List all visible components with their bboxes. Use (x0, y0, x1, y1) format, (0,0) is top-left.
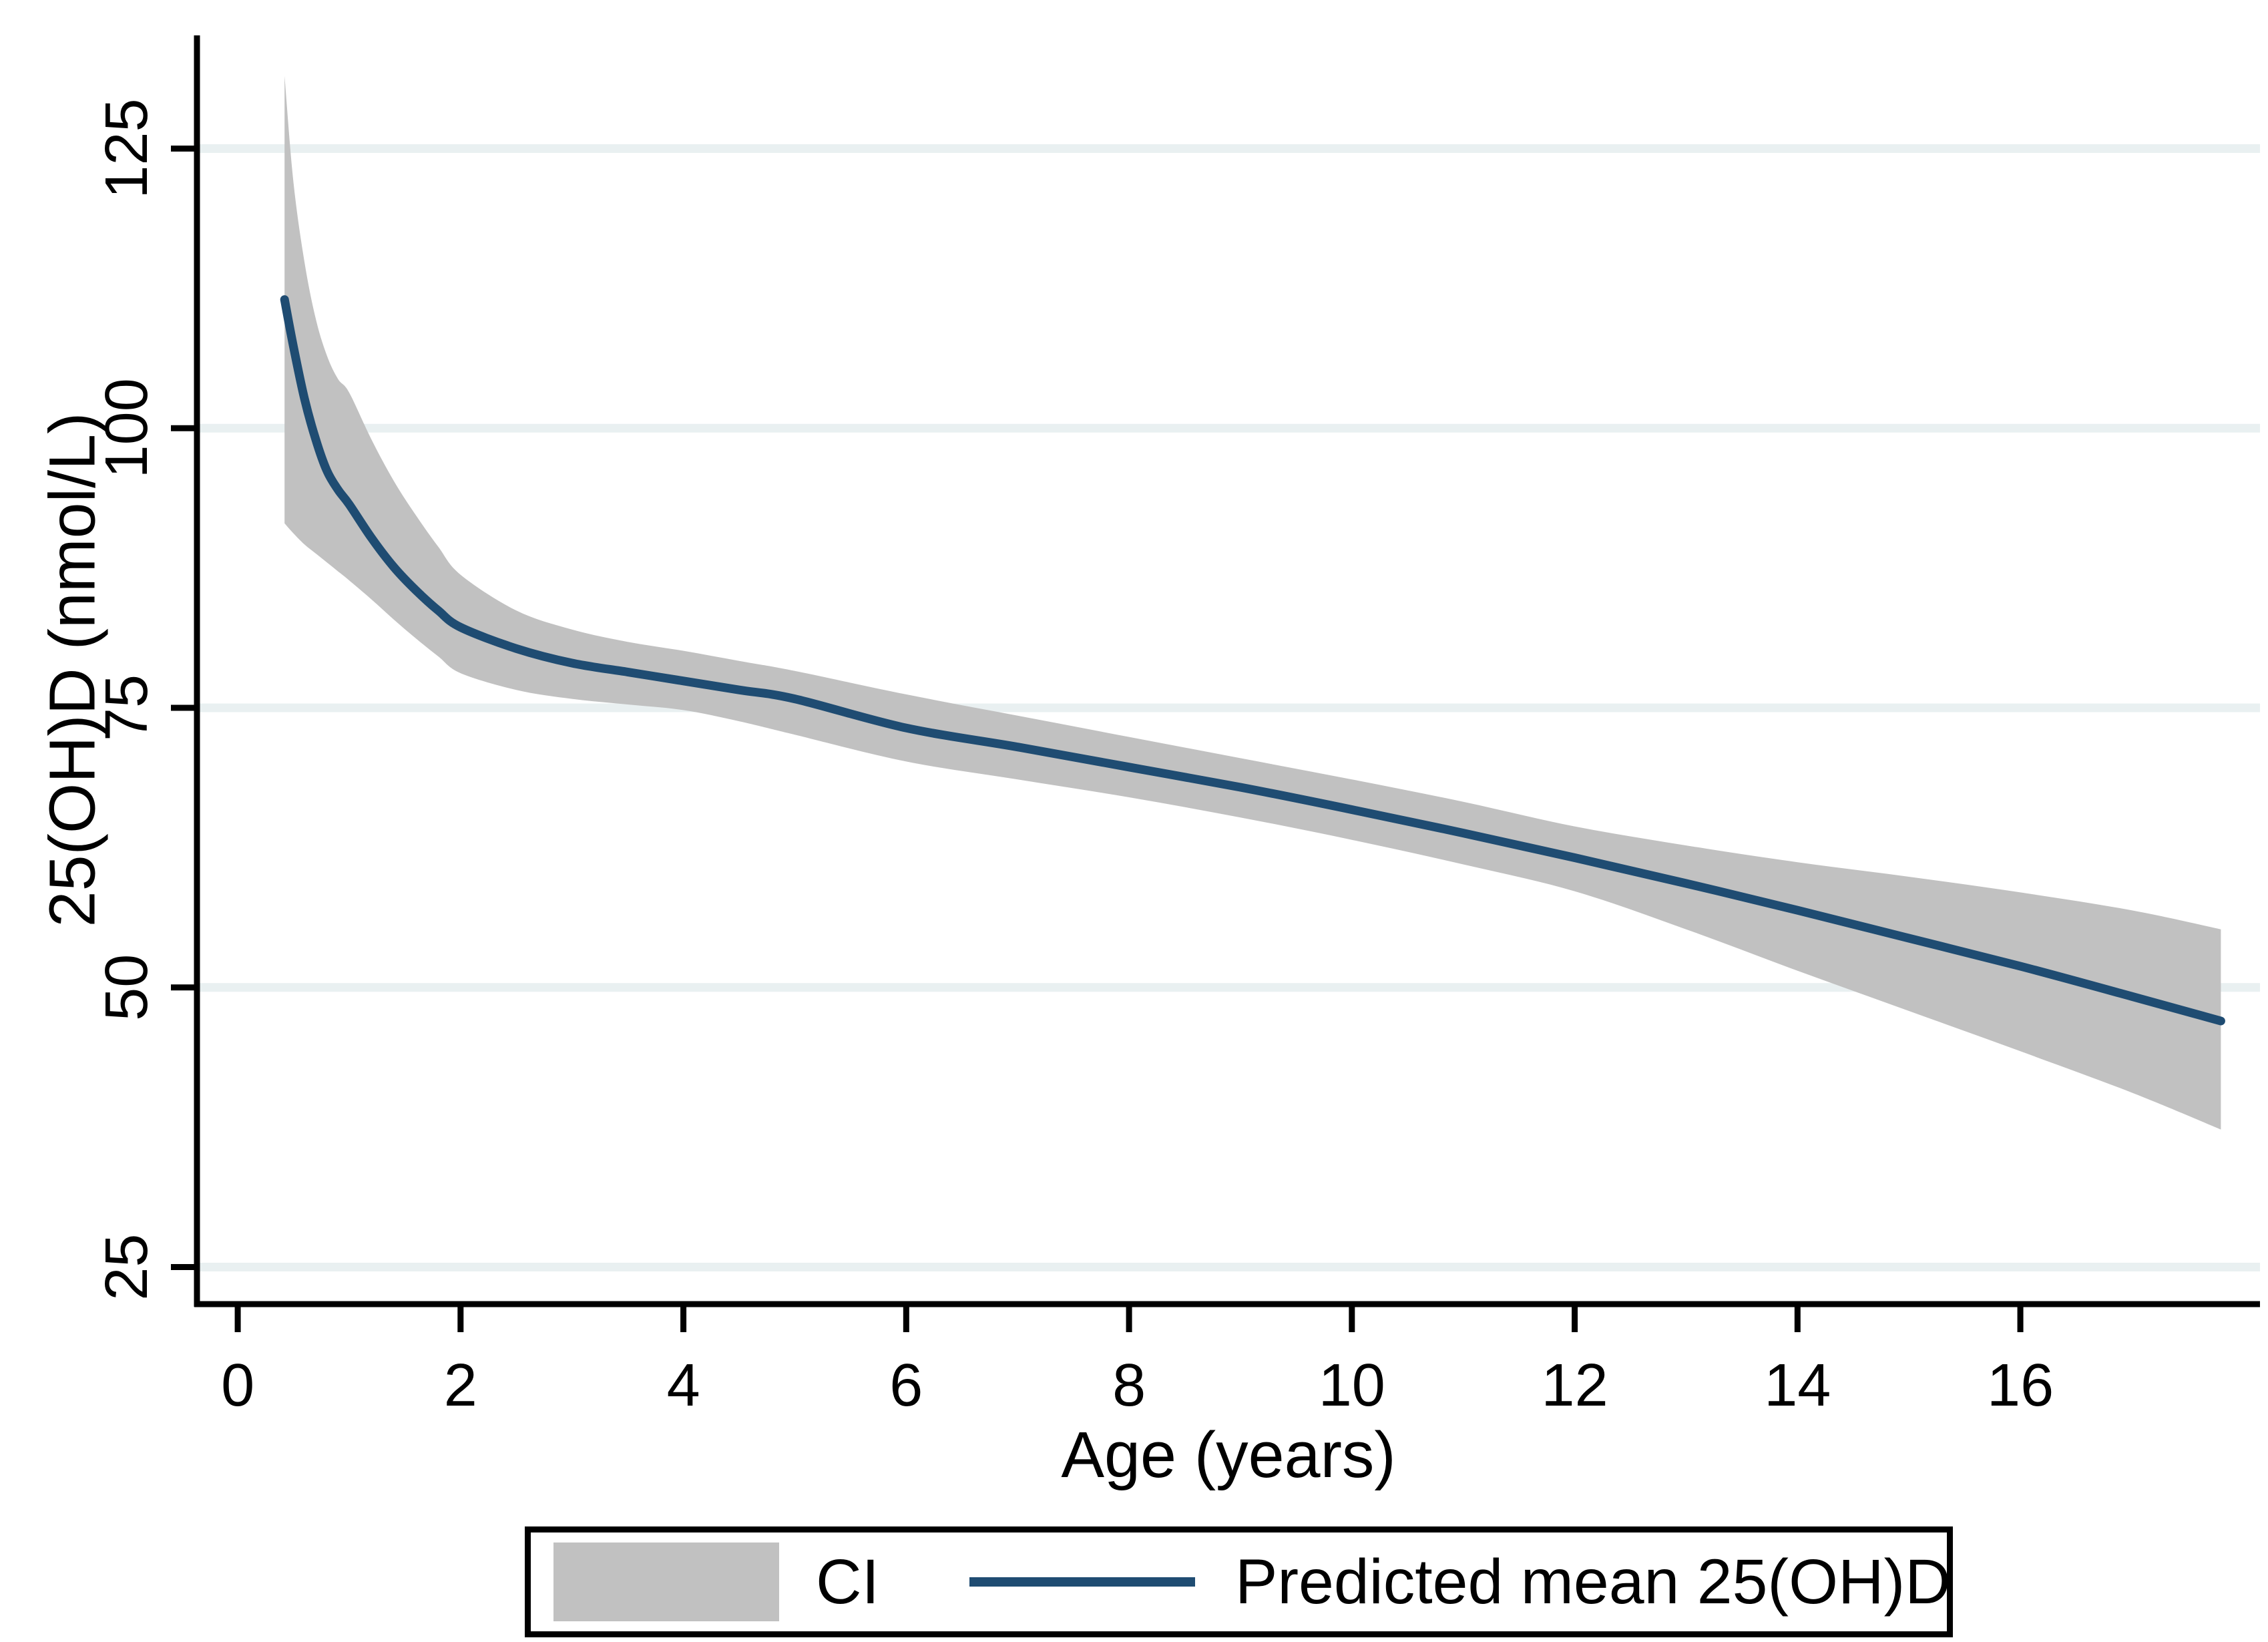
x-axis-title: Age (years) (1061, 1418, 1395, 1491)
x-tick-label: 6 (889, 1352, 923, 1419)
y-axis-ticks: 25 50 75 100 125 (93, 98, 197, 1301)
x-tick-label: 4 (667, 1352, 700, 1419)
x-tick-label: 8 (1112, 1352, 1146, 1419)
y-tick-label: 125 (93, 98, 160, 198)
x-tick-label: 12 (1542, 1352, 1608, 1419)
legend-ci-label: CI (816, 1546, 879, 1617)
y-tick-label: 100 (93, 378, 160, 478)
legend-line-label: Predicted mean 25(OH)D (1235, 1546, 1951, 1617)
legend-ci-swatch (553, 1543, 779, 1621)
x-tick-label: 16 (1987, 1352, 2054, 1419)
axes (194, 35, 2260, 1307)
x-tick-label: 14 (1764, 1352, 1831, 1419)
y-tick-label: 75 (93, 674, 160, 741)
x-tick-label: 0 (221, 1352, 254, 1419)
y-tick-label: 25 (93, 1234, 160, 1301)
y-gridlines (197, 144, 2260, 1272)
predicted-mean-line (280, 295, 2225, 1026)
y-axis-title: 25(OH)D (nmol/L) (36, 413, 109, 928)
ci-band-area (284, 75, 2221, 1130)
legend: CI Predicted mean 25(OH)D (525, 1526, 1953, 1637)
x-axis-ticks: 0 2 4 6 8 10 12 14 16 (221, 1304, 2054, 1419)
legend-line-swatch (969, 1577, 1195, 1587)
x-tick-label: 10 (1319, 1352, 1385, 1419)
x-tick-label: 2 (444, 1352, 477, 1419)
y-tick-label: 50 (93, 954, 160, 1021)
